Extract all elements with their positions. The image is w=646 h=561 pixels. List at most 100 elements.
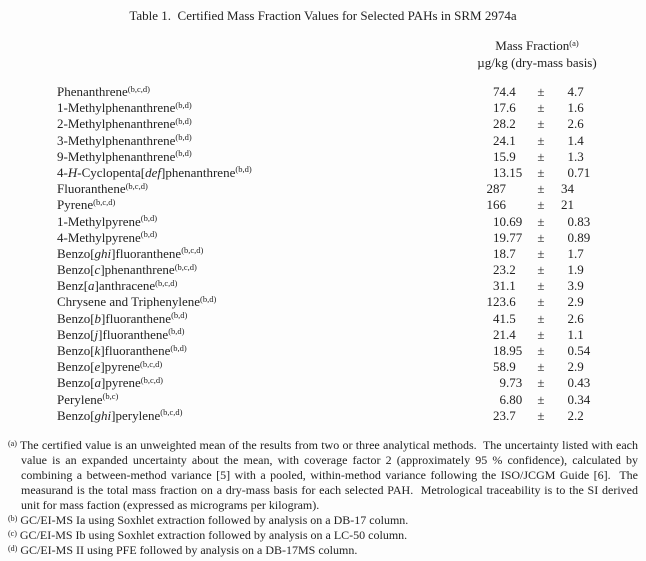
table-row: Benzo[ghi]fluoranthene(b,c,d) 18.7 ±1.7 — [0, 246, 646, 262]
row-indent — [0, 246, 57, 262]
table-row: 1-Methylpyrene(b,d) 10.69 ±0.83 — [0, 214, 646, 230]
column-header-units: µg/kg (dry-mass basis) — [477, 54, 597, 70]
uncertainty-value: 1 — [567, 326, 575, 342]
mass-fraction-value: 10 — [493, 213, 506, 229]
uncertainty-value-decimal: .9 — [574, 359, 584, 375]
compound-footnote-marker: (b,c,d) — [174, 261, 197, 272]
compound-footnote-marker: (b,d) — [140, 229, 158, 240]
compound-name: 2-Methylphenanthrene(b,d) — [57, 115, 192, 132]
compound-footnote-marker: (b,d) — [175, 115, 192, 126]
row-indent — [0, 294, 57, 310]
column-header-footnote-marker: (a) — [569, 37, 579, 48]
uncertainty-value: 3 — [567, 278, 575, 294]
compound-name: Benzo[b]fluoranthene(b,d) — [57, 310, 188, 326]
footnote-marker: (b) — [8, 513, 18, 523]
uncertainty-value: 2 — [567, 116, 575, 132]
table-row: Benzo[k]fluoranthene(b,d) 18.95 ±0.54 — [0, 343, 646, 359]
table-row: Benzo[b]fluoranthene(b,d) 41.5 ±2.6 — [0, 311, 646, 327]
uncertainty-value-decimal — [574, 197, 598, 213]
row-indent — [0, 408, 57, 424]
row-indent — [0, 100, 57, 116]
plus-minus-sign: ± — [537, 375, 545, 391]
row-margin — [598, 392, 646, 408]
compound-name: Benzo[ghi]perylene(b,c,d) — [57, 407, 183, 423]
mass-fraction-value-decimal: .6 — [506, 100, 516, 116]
uncertainty-value: 2 — [567, 294, 575, 310]
row-margin — [598, 408, 646, 424]
compound-footnote-marker: (b,c,d) — [93, 196, 116, 207]
uncertainty-value: 1 — [567, 245, 575, 261]
footnote-text: GC/EI-MS Ib using Soxhlet extraction fol… — [16, 528, 408, 542]
compound-footnote-marker: (b,c,d) — [125, 180, 148, 191]
row-indent — [0, 359, 57, 375]
row-margin — [598, 165, 646, 181]
row-margin — [598, 327, 646, 343]
mass-fraction-value-decimal: .1 — [506, 132, 516, 148]
plus-minus-sign: ± — [537, 116, 545, 132]
mass-fraction-value-decimal: .73 — [506, 375, 523, 391]
uncertainty-value-decimal: .6 — [574, 310, 584, 326]
row-indent — [0, 278, 57, 294]
plus-minus-sign: ± — [537, 100, 545, 116]
row-margin — [598, 214, 646, 230]
row-indent — [0, 149, 57, 165]
uncertainty-value-decimal: .9 — [574, 278, 584, 294]
uncertainty-value: 0 — [567, 391, 575, 407]
footnote-d: (d) GC/EI-MS II using PFE followed by an… — [8, 543, 638, 558]
row-margin — [598, 230, 646, 246]
mass-fraction-value: 74 — [493, 84, 506, 99]
mass-fraction-value: 287 — [486, 181, 507, 197]
mass-fraction-value: 41 — [493, 310, 506, 326]
mass-fraction-value-decimal: .77 — [506, 229, 523, 245]
compound-footnote-marker: (b,d) — [170, 342, 187, 353]
mass-fraction-value-decimal: .1 — [506, 278, 516, 294]
compound-footnote-marker: (b,d) — [199, 293, 217, 304]
compound-name: 1-Methylphenanthrene(b,d) — [57, 99, 192, 116]
compound-name: 4-H-Cyclopenta[def]phenanthrene(b,d) — [57, 164, 252, 180]
uncertainty-value-decimal: .89 — [574, 229, 591, 245]
plus-minus-sign: ± — [537, 84, 545, 99]
row-margin — [598, 181, 646, 197]
row-margin — [598, 149, 646, 165]
uncertainty-value-decimal: .7 — [574, 245, 584, 261]
compound-name: Benz[a]anthracene(b,c,d) — [57, 277, 178, 294]
mass-fraction-value-decimal: .2 — [506, 262, 516, 278]
compound-footnote-marker: (b,d) — [235, 164, 252, 175]
compound-footnote-marker: (b,c,d) — [155, 277, 178, 288]
mass-fraction-value-decimal: .80 — [506, 391, 523, 407]
mass-fraction-value-decimal: .4 — [506, 326, 516, 342]
uncertainty-value: 34 — [561, 181, 574, 197]
uncertainty-value: 1 — [567, 148, 575, 164]
mass-fraction-value: 166 — [486, 197, 507, 213]
column-header-label: Mass Fraction — [495, 38, 570, 53]
row-indent — [0, 262, 57, 278]
uncertainty-value-decimal: .7 — [574, 84, 584, 99]
uncertainty-value-decimal: .71 — [574, 164, 591, 180]
mass-fraction-value-decimal: .6 — [506, 294, 516, 310]
uncertainty-value-decimal: .83 — [574, 213, 591, 229]
table-row: Benzo[e]pyrene(b,c,d) 58.9 ±2.9 — [0, 359, 646, 375]
compound-name: Benzo[ghi]fluoranthene(b,c,d) — [57, 245, 204, 261]
plus-minus-sign: ± — [537, 359, 545, 375]
mass-fraction-value-decimal: .2 — [506, 116, 516, 132]
table-row: Benzo[ghi]perylene(b,c,d) 23.7 ±2.2 — [0, 408, 646, 424]
plus-minus-sign: ± — [537, 229, 545, 245]
plus-minus-sign: ± — [537, 391, 545, 407]
compound-footnote-marker: (b,c) — [102, 391, 119, 402]
compound-footnote-marker: (b,d) — [168, 326, 185, 337]
mass-fraction-value-decimal: .4 — [506, 84, 516, 99]
uncertainty-value-decimal: .6 — [574, 100, 584, 116]
mass-fraction-value: 15 — [493, 148, 506, 164]
uncertainty-value: 0 — [567, 213, 575, 229]
row-margin — [598, 278, 646, 294]
table-row: 4-H-Cyclopenta[def]phenanthrene(b,d) 13.1… — [0, 165, 646, 181]
table-row: Pyrene(b,c,d) 166 ±21 — [0, 197, 646, 213]
uncertainty-value: 4 — [567, 84, 575, 99]
row-indent — [0, 197, 57, 213]
plus-minus-sign: ± — [537, 326, 545, 342]
uncertainty-value: 2 — [567, 359, 575, 375]
compound-footnote-marker: (b,c,d) — [140, 374, 163, 385]
footnotes: (a) The certified value is an unweighted… — [8, 438, 638, 558]
row-indent — [0, 165, 57, 181]
